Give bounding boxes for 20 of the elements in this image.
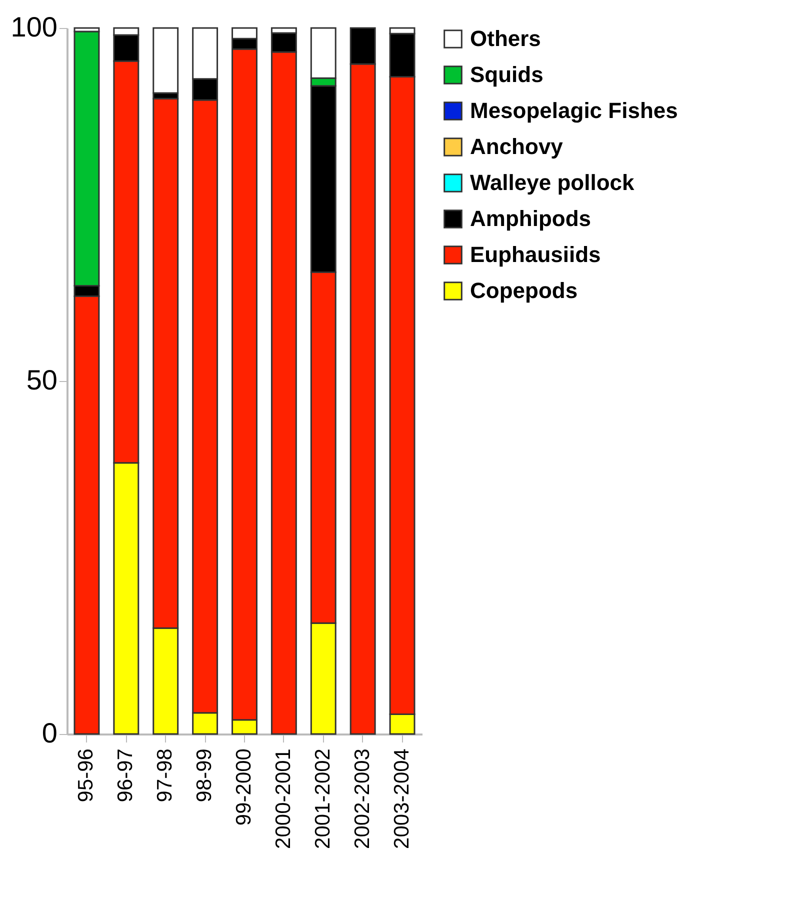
- x-tick-label: 98-99: [193, 748, 216, 802]
- y-tick-label: 0: [42, 718, 58, 748]
- legend-label: Walleye pollock: [470, 170, 635, 195]
- x-tick-label: 95-96: [74, 748, 98, 802]
- y-tick-label: 50: [26, 364, 58, 396]
- x-tick-label: 97-98: [154, 748, 177, 802]
- x-tick-label: 99-2000: [232, 748, 256, 826]
- x-tick-label: 2003-2004: [390, 748, 414, 849]
- legend-label: Others: [470, 26, 541, 51]
- legend-label: Anchovy: [470, 134, 564, 159]
- x-tick-label: 2002-2003: [350, 748, 374, 849]
- legend-label: Euphausiids: [470, 242, 601, 267]
- legend-label: Mesopelagic Fishes: [470, 98, 678, 123]
- x-tick-label: 2000-2001: [272, 748, 295, 849]
- legend-label: Squids: [470, 62, 544, 87]
- legend-label: Amphipods: [470, 206, 591, 231]
- legend-label: Copepods: [470, 278, 578, 303]
- y-tick-label: 100: [10, 12, 58, 42]
- x-tick-label: 96-97: [114, 748, 138, 802]
- x-tick-label: 2001-2002: [311, 748, 334, 849]
